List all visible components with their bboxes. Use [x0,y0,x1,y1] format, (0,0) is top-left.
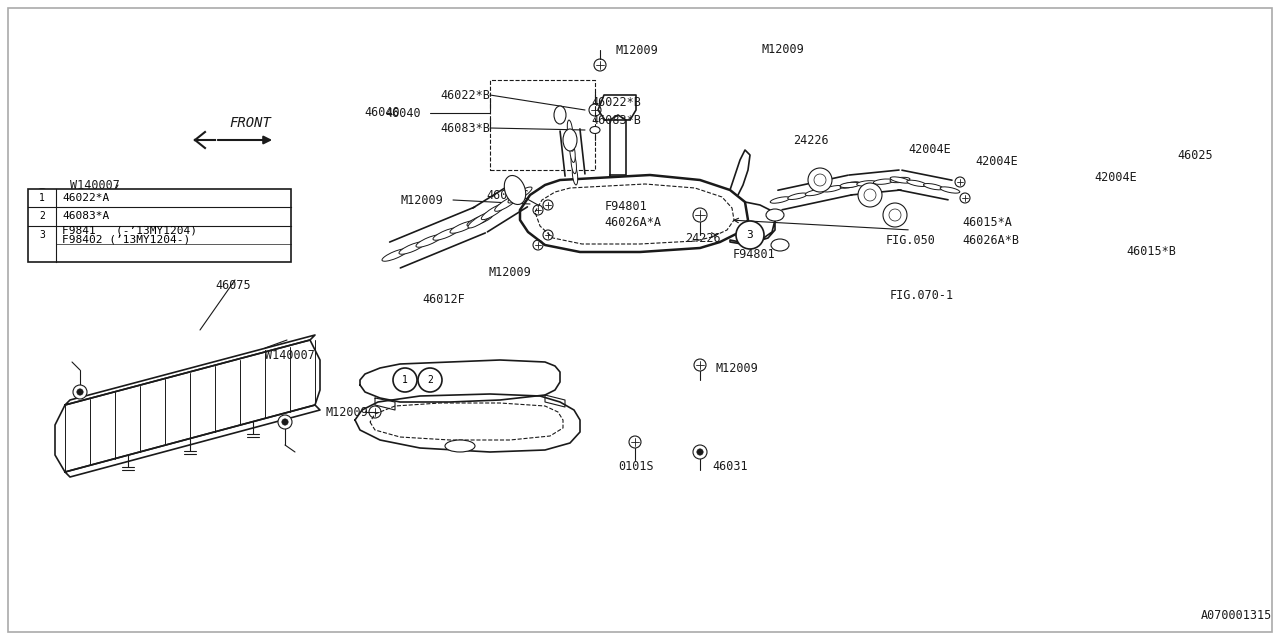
Text: 46012F: 46012F [422,293,465,306]
Text: 46026A*B: 46026A*B [963,234,1020,246]
Text: FIG.070-1: FIG.070-1 [890,289,954,302]
Text: 46083*A: 46083*A [63,211,109,221]
Bar [28,189,291,262]
Text: F98402 (’13MY1204-): F98402 (’13MY1204-) [63,234,191,244]
Ellipse shape [572,165,577,185]
Text: 46083*B: 46083*B [440,122,490,134]
Ellipse shape [567,120,572,140]
Text: M12009: M12009 [614,44,658,56]
Ellipse shape [840,182,860,188]
Ellipse shape [554,106,566,124]
Circle shape [858,183,882,207]
Ellipse shape [508,187,532,203]
Circle shape [808,168,832,192]
Circle shape [33,207,51,225]
Ellipse shape [823,186,842,192]
Circle shape [278,415,292,429]
Text: FIG.050: FIG.050 [886,234,936,246]
Text: 3: 3 [746,230,754,240]
Ellipse shape [787,193,808,200]
Ellipse shape [571,154,576,173]
Text: 46022*B: 46022*B [440,88,490,102]
Ellipse shape [890,177,910,182]
Circle shape [33,189,51,207]
Text: 46012C: 46012C [486,189,529,202]
Text: 46022*A: 46022*A [63,193,109,203]
Ellipse shape [381,249,408,261]
Circle shape [696,449,703,455]
Ellipse shape [941,187,960,193]
Ellipse shape [416,235,442,247]
Text: 42004E: 42004E [909,143,951,156]
Text: 46040: 46040 [385,106,421,120]
Ellipse shape [771,196,790,204]
Circle shape [419,368,442,392]
Text: A070001315: A070001315 [1201,609,1272,622]
Text: 46022*B: 46022*B [591,96,641,109]
Text: 46015*B: 46015*B [1126,245,1176,258]
Text: 2: 2 [428,375,433,385]
Text: M12009: M12009 [716,362,758,374]
Ellipse shape [873,179,893,184]
Text: 42004E: 42004E [975,156,1018,168]
Ellipse shape [563,129,577,151]
Circle shape [33,226,51,244]
Ellipse shape [840,182,860,188]
Text: 46075: 46075 [215,278,251,291]
Text: 46025: 46025 [1178,149,1213,162]
Text: 46040: 46040 [365,106,401,118]
Circle shape [282,419,288,425]
Ellipse shape [568,131,573,151]
Ellipse shape [504,175,526,205]
Ellipse shape [468,212,492,228]
Ellipse shape [451,221,476,233]
Text: FRONT: FRONT [229,116,271,130]
Text: 2: 2 [40,211,45,221]
Text: 24226: 24226 [685,232,721,245]
Ellipse shape [399,242,425,254]
Ellipse shape [570,143,575,163]
Circle shape [692,445,707,459]
Bar [490,80,595,170]
Ellipse shape [890,177,910,183]
Text: 1: 1 [40,193,45,203]
Ellipse shape [494,195,518,211]
Text: 24226: 24226 [794,134,829,147]
Ellipse shape [805,189,824,196]
Circle shape [393,368,417,392]
Circle shape [77,389,83,395]
Text: M12009: M12009 [401,193,443,207]
Circle shape [73,385,87,399]
Ellipse shape [590,127,600,134]
Ellipse shape [856,180,877,186]
Text: 46031: 46031 [712,460,748,472]
Ellipse shape [433,228,460,240]
Text: 46083*B: 46083*B [591,114,641,127]
Ellipse shape [481,204,506,220]
Text: 46015*A: 46015*A [963,216,1012,229]
Circle shape [883,203,908,227]
Ellipse shape [923,184,943,190]
Text: W140007: W140007 [265,349,315,362]
Text: 46026A*A: 46026A*A [604,216,662,228]
Ellipse shape [906,180,927,186]
Text: W140007: W140007 [70,179,120,191]
Ellipse shape [445,440,475,452]
Text: M12009: M12009 [489,266,531,278]
Text: 3: 3 [40,230,45,240]
Text: 42004E: 42004E [1094,172,1137,184]
Text: M12009: M12009 [325,406,367,419]
Ellipse shape [467,214,493,226]
Ellipse shape [765,209,785,221]
Text: 1: 1 [402,375,408,385]
Text: F94801: F94801 [604,200,646,213]
Text: F94801: F94801 [732,248,774,260]
Text: 0101S: 0101S [618,461,654,474]
Text: M12009: M12009 [762,44,804,56]
Text: F9841   (-’13MY1204): F9841 (-’13MY1204) [63,225,197,235]
Ellipse shape [771,239,788,251]
Circle shape [736,221,764,249]
